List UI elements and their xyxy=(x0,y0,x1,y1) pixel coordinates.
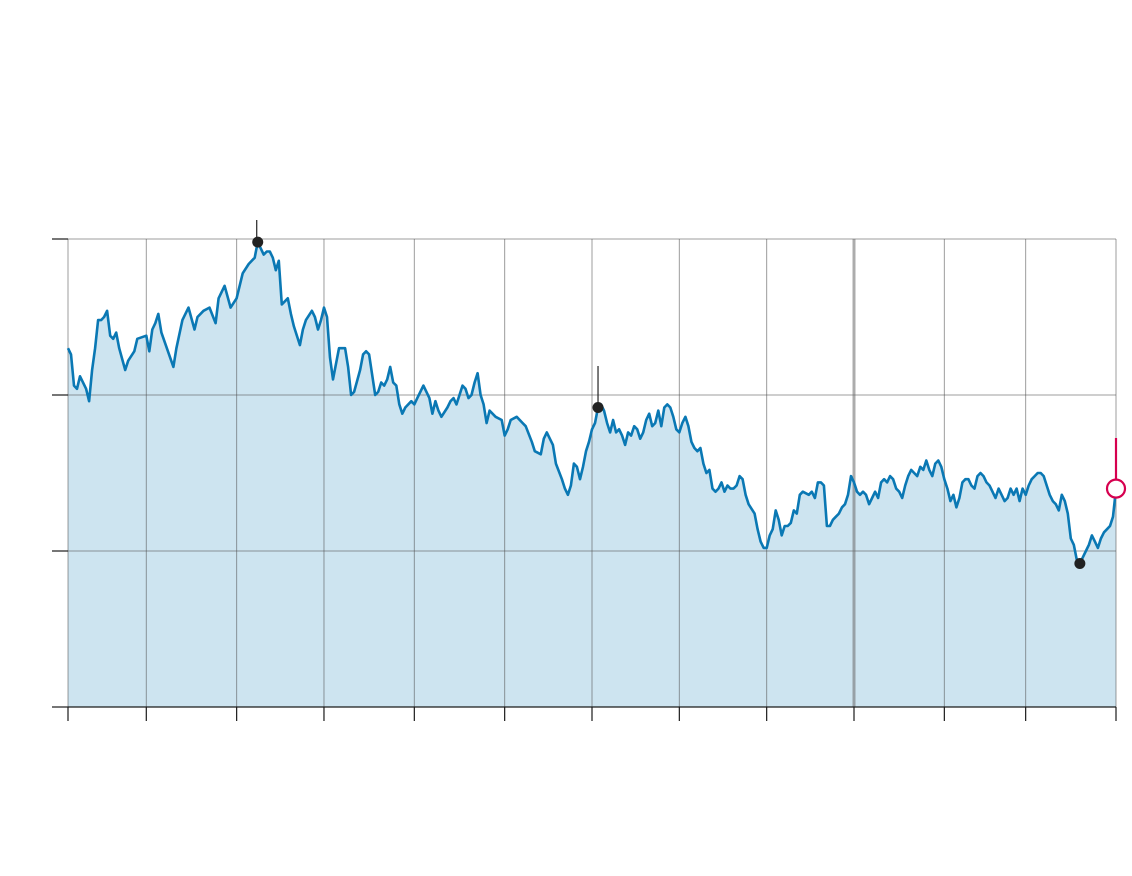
marker-low xyxy=(1074,557,1086,569)
axis-layer xyxy=(52,238,1117,721)
marker-high xyxy=(252,236,264,248)
last-point-marker xyxy=(1105,478,1127,499)
line-layer xyxy=(66,240,1118,565)
grid-layer xyxy=(67,238,1117,707)
series-line xyxy=(66,240,1118,565)
marker-mid xyxy=(592,401,604,413)
marker-layer xyxy=(252,220,1127,569)
